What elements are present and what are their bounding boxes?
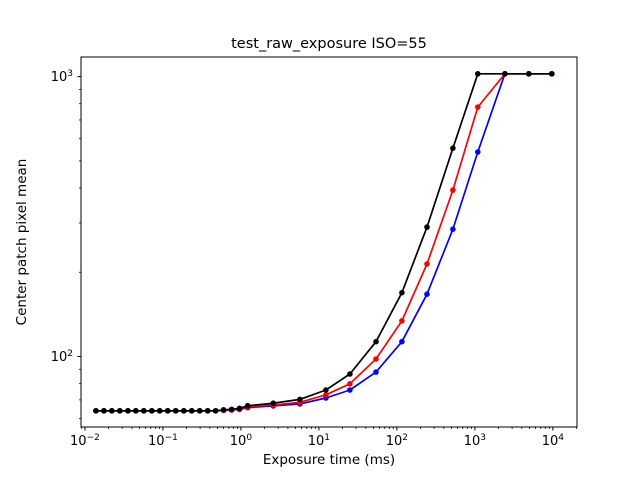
- chart-title: test_raw_exposure ISO=55: [231, 36, 427, 52]
- data-point-marker: [323, 387, 329, 393]
- data-point-marker: [399, 318, 405, 324]
- data-point-marker: [181, 408, 187, 414]
- data-point-marker: [101, 408, 107, 414]
- series-black-markers: [93, 71, 555, 414]
- data-point-marker: [236, 405, 243, 412]
- x-tick-label: 10−1: [148, 433, 178, 449]
- data-point-marker: [297, 396, 303, 403]
- data-point-marker: [196, 408, 203, 414]
- data-point-marker: [149, 408, 155, 414]
- data-point-marker: [450, 145, 456, 151]
- data-point-marker: [228, 406, 235, 413]
- data-point-marker: [156, 408, 163, 414]
- data-point-marker: [424, 291, 430, 298]
- data-point-marker: [109, 408, 115, 414]
- y-axis-label: Center patch pixel mean: [14, 159, 30, 326]
- data-series: [93, 71, 555, 414]
- plot-area: [80, 56, 578, 428]
- data-point-marker: [220, 407, 227, 413]
- data-point-marker: [526, 71, 532, 77]
- data-point-marker: [399, 338, 405, 345]
- data-point-marker: [164, 408, 171, 414]
- x-tick-label: 100: [230, 433, 253, 449]
- data-point-marker: [347, 387, 353, 393]
- data-point-marker: [549, 71, 555, 77]
- data-point-marker: [141, 408, 147, 414]
- x-tick-label: 104: [542, 433, 565, 449]
- data-point-marker: [204, 408, 211, 414]
- data-point-marker: [450, 187, 456, 193]
- x-axis-label: Exposure time (ms): [263, 452, 395, 468]
- data-point-marker: [125, 408, 131, 414]
- data-point-marker: [117, 408, 123, 414]
- data-point-marker: [373, 356, 379, 362]
- data-point-marker: [450, 226, 456, 232]
- data-point-marker: [93, 408, 99, 414]
- data-point-marker: [172, 408, 179, 414]
- data-point-marker: [133, 408, 139, 414]
- x-axis-ticks: 10−2 10−1 100 101 102 103 104: [70, 427, 577, 449]
- data-point-marker: [347, 381, 353, 387]
- data-point-marker: [475, 104, 481, 110]
- data-point-marker: [502, 71, 508, 77]
- data-point-marker: [475, 71, 481, 77]
- x-tick-label: 101: [308, 433, 330, 449]
- data-point-marker: [347, 371, 353, 377]
- data-point-marker: [244, 402, 251, 409]
- y-tick-label: 102: [51, 349, 73, 365]
- data-point-marker: [323, 392, 329, 398]
- x-tick-label: 10−2: [70, 433, 100, 449]
- data-point-marker: [424, 224, 430, 230]
- data-point-marker: [373, 369, 379, 375]
- y-axis-ticks: 102 103: [51, 69, 81, 420]
- data-point-marker: [399, 289, 405, 296]
- data-point-marker: [373, 338, 379, 345]
- x-tick-label: 103: [464, 433, 486, 449]
- data-point-marker: [475, 149, 481, 155]
- data-point-marker: [212, 408, 219, 414]
- y-tick-label: 103: [51, 69, 73, 85]
- data-point-marker: [424, 261, 430, 267]
- x-tick-label: 102: [386, 433, 408, 449]
- data-point-marker: [270, 400, 277, 407]
- data-point-marker: [188, 408, 195, 414]
